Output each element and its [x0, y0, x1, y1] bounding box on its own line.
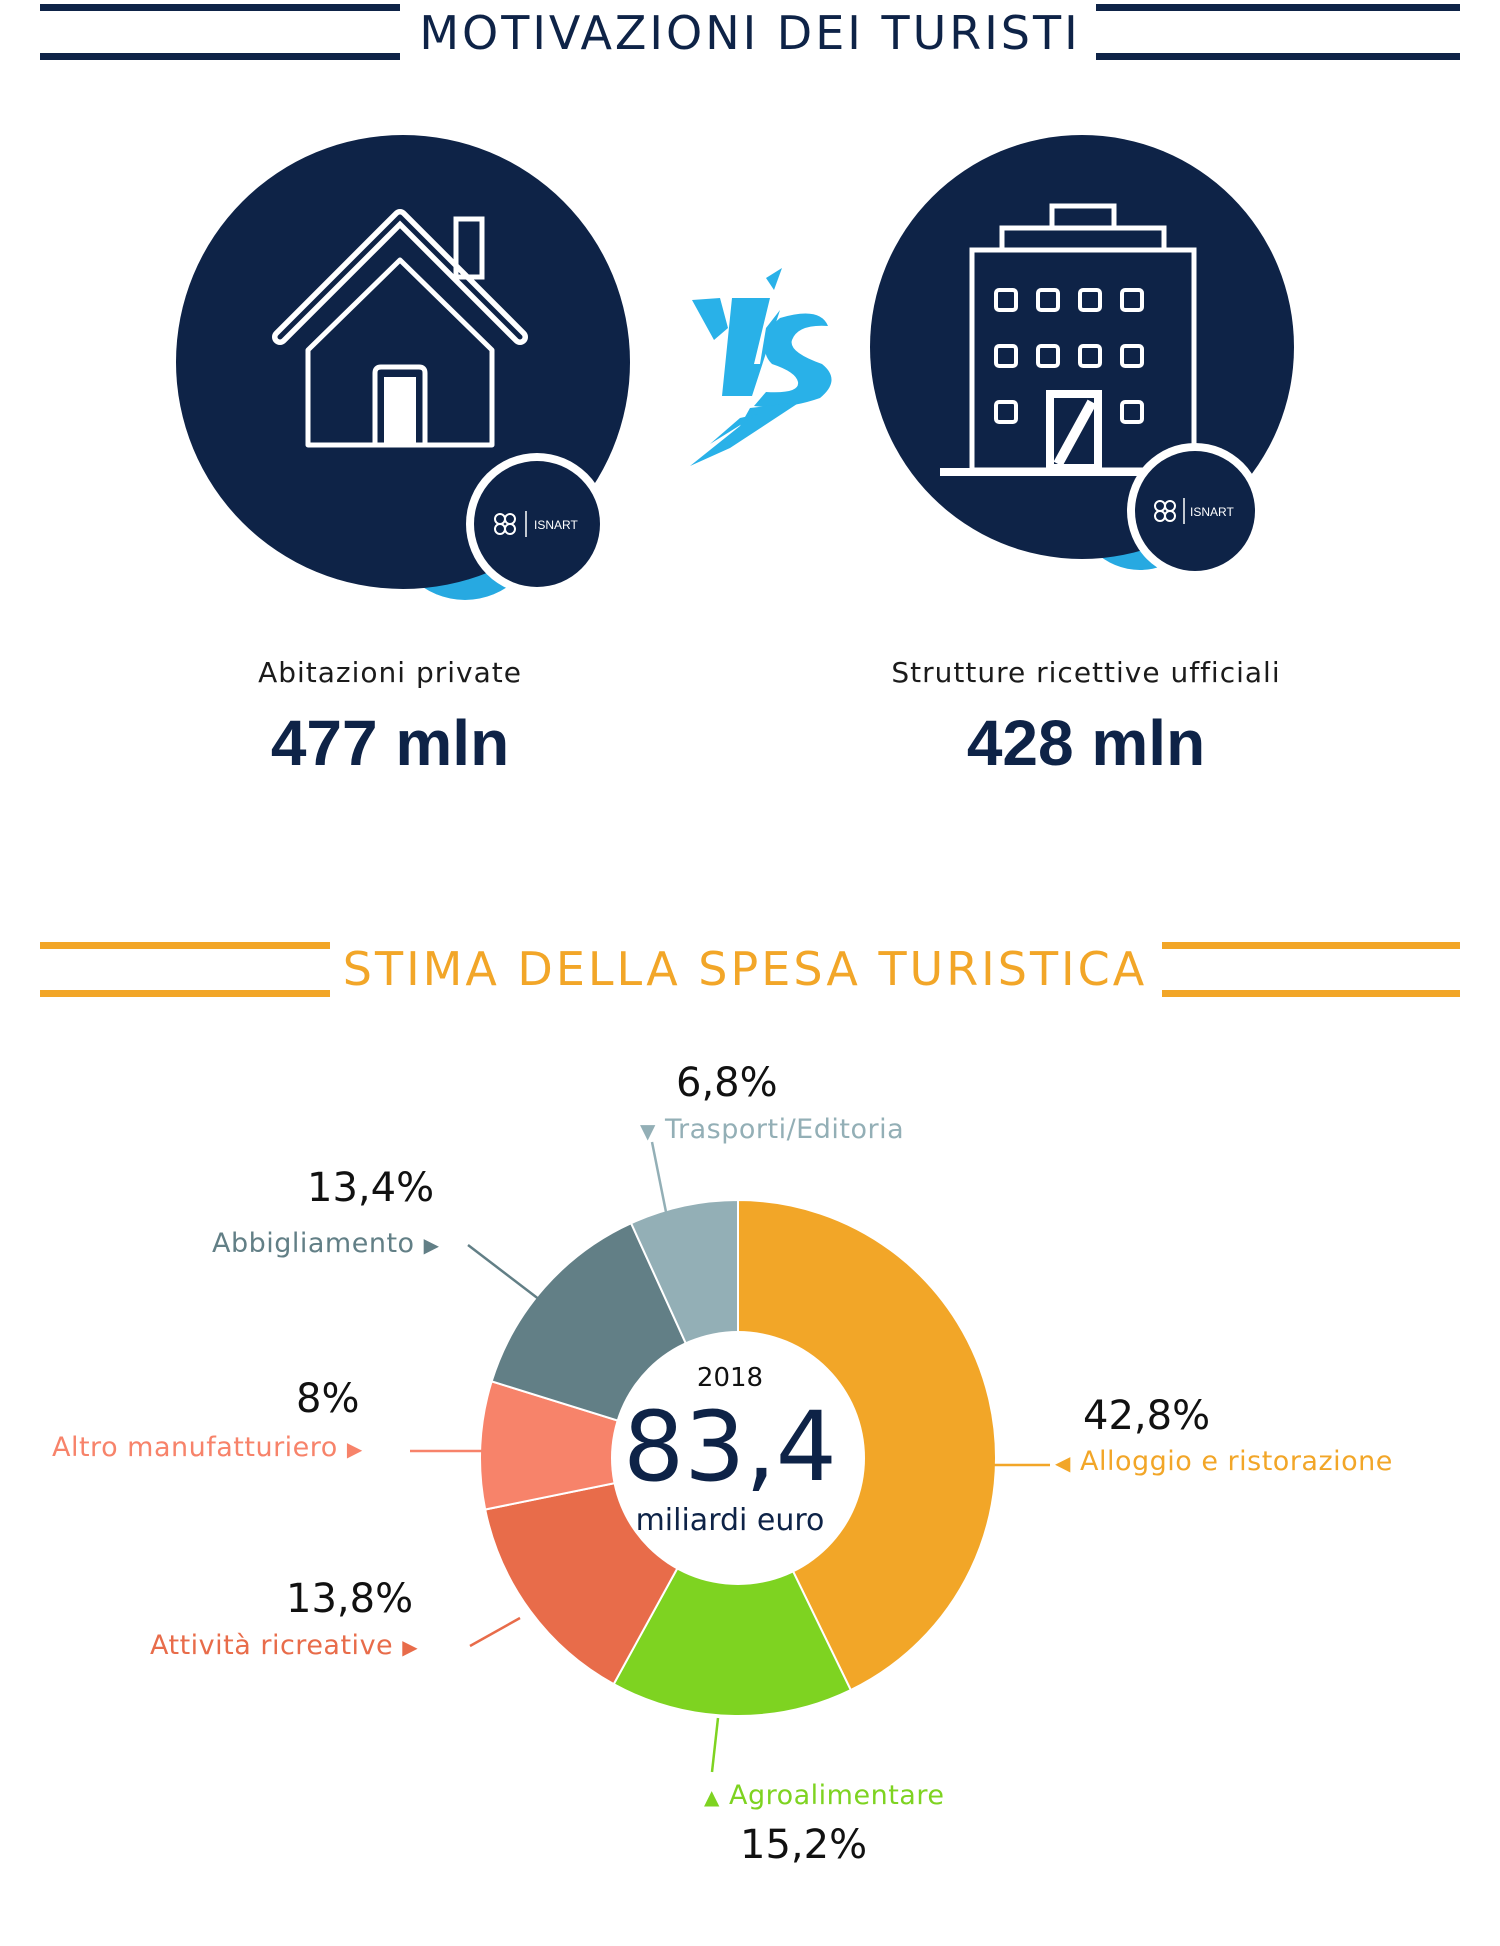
section1-rule-right-bottom: [1096, 53, 1460, 60]
donut-chart: 2018 83,4 miliardi euro: [410, 1141, 1050, 1773]
vs-graphic: VS: [690, 268, 832, 466]
leader-line-trasporti: [650, 1141, 670, 1223]
cat-abbigliamento-label: Abbigliamento: [212, 1228, 415, 1259]
section2-rule-left-top: [40, 942, 330, 949]
cat-alloggio: ◀ Alloggio e ristorazione: [1055, 1446, 1393, 1477]
house-badge-inner: [474, 461, 600, 587]
cat-alloggio-label: Alloggio e ristorazione: [1079, 1446, 1393, 1477]
cat-agroalimentare-label: Agroalimentare: [728, 1780, 945, 1811]
section1-rule-left-bottom: [40, 53, 400, 60]
center-unit: miliardi euro: [636, 1503, 825, 1538]
leader-line-agroalimentare: [710, 1717, 720, 1773]
triangle-right-icon: ▶: [346, 1437, 363, 1461]
pct-abbigliamento: 13,4%: [307, 1165, 435, 1211]
pct-alloggio: 42,8%: [1083, 1393, 1211, 1439]
center-value: 83,4: [623, 1391, 837, 1503]
section2-title: STIMA DELLA SPESA TURISTICA: [342, 942, 1148, 996]
cat-attivita: Attività ricreative ▶: [150, 1630, 418, 1661]
triangle-down-icon: ▼: [640, 1119, 656, 1143]
cat-agroalimentare: ▲ Agroalimentare: [704, 1780, 944, 1811]
triangle-up-icon: ▲: [704, 1785, 720, 1809]
leader-line-abbigliamento: [467, 1244, 541, 1301]
pct-altro: 8%: [296, 1376, 360, 1422]
section1-rule-right-top: [1096, 4, 1460, 11]
triangle-right-icon: ▶: [402, 1635, 419, 1659]
building-badge-inner: [1135, 451, 1255, 571]
donut-hole: [611, 1331, 865, 1585]
building-icon: [940, 203, 1210, 476]
building-badge-text: ISNART: [1190, 505, 1234, 519]
section2-rule-right-bottom: [1162, 990, 1460, 997]
house-icon: [272, 209, 528, 448]
house-badge-text: ISNART: [534, 518, 578, 532]
pct-attivita: 13,8%: [286, 1576, 414, 1622]
section1-rule-left-top: [40, 4, 400, 11]
cat-attivita-label: Attività ricreative: [150, 1630, 394, 1661]
pct-agroalimentare: 15,2%: [740, 1822, 868, 1868]
cat-trasporti-label: Trasporti/Editoria: [664, 1114, 905, 1145]
cat-abbigliamento: Abbigliamento ▶: [212, 1228, 440, 1259]
section1-title: MOTIVAZIONI DEI TURISTI: [419, 6, 1081, 60]
left-caption-label: Abitazioni private: [258, 656, 522, 689]
triangle-left-icon: ◀: [1055, 1451, 1071, 1475]
right-caption-label: Strutture ricettive ufficiali: [891, 656, 1281, 689]
isnart-logo-icon: ISNART: [1154, 498, 1234, 524]
leader-line-attivita: [469, 1616, 521, 1648]
section2-rule-left-bottom: [40, 990, 330, 997]
pct-trasporti: 6,8%: [676, 1060, 778, 1106]
isnart-logo-icon: ISNART: [494, 511, 578, 537]
right-caption-value: 428 mln: [966, 707, 1206, 779]
left-caption-value: 477 mln: [270, 707, 510, 779]
cat-trasporti: ▼ Trasporti/Editoria: [640, 1114, 904, 1145]
cat-altro: Altro manufatturiero ▶: [52, 1432, 363, 1463]
section2-rule-right-top: [1162, 942, 1460, 949]
cat-altro-label: Altro manufatturiero: [52, 1432, 338, 1463]
triangle-right-icon: ▶: [423, 1233, 440, 1257]
center-year: 2018: [697, 1363, 763, 1393]
